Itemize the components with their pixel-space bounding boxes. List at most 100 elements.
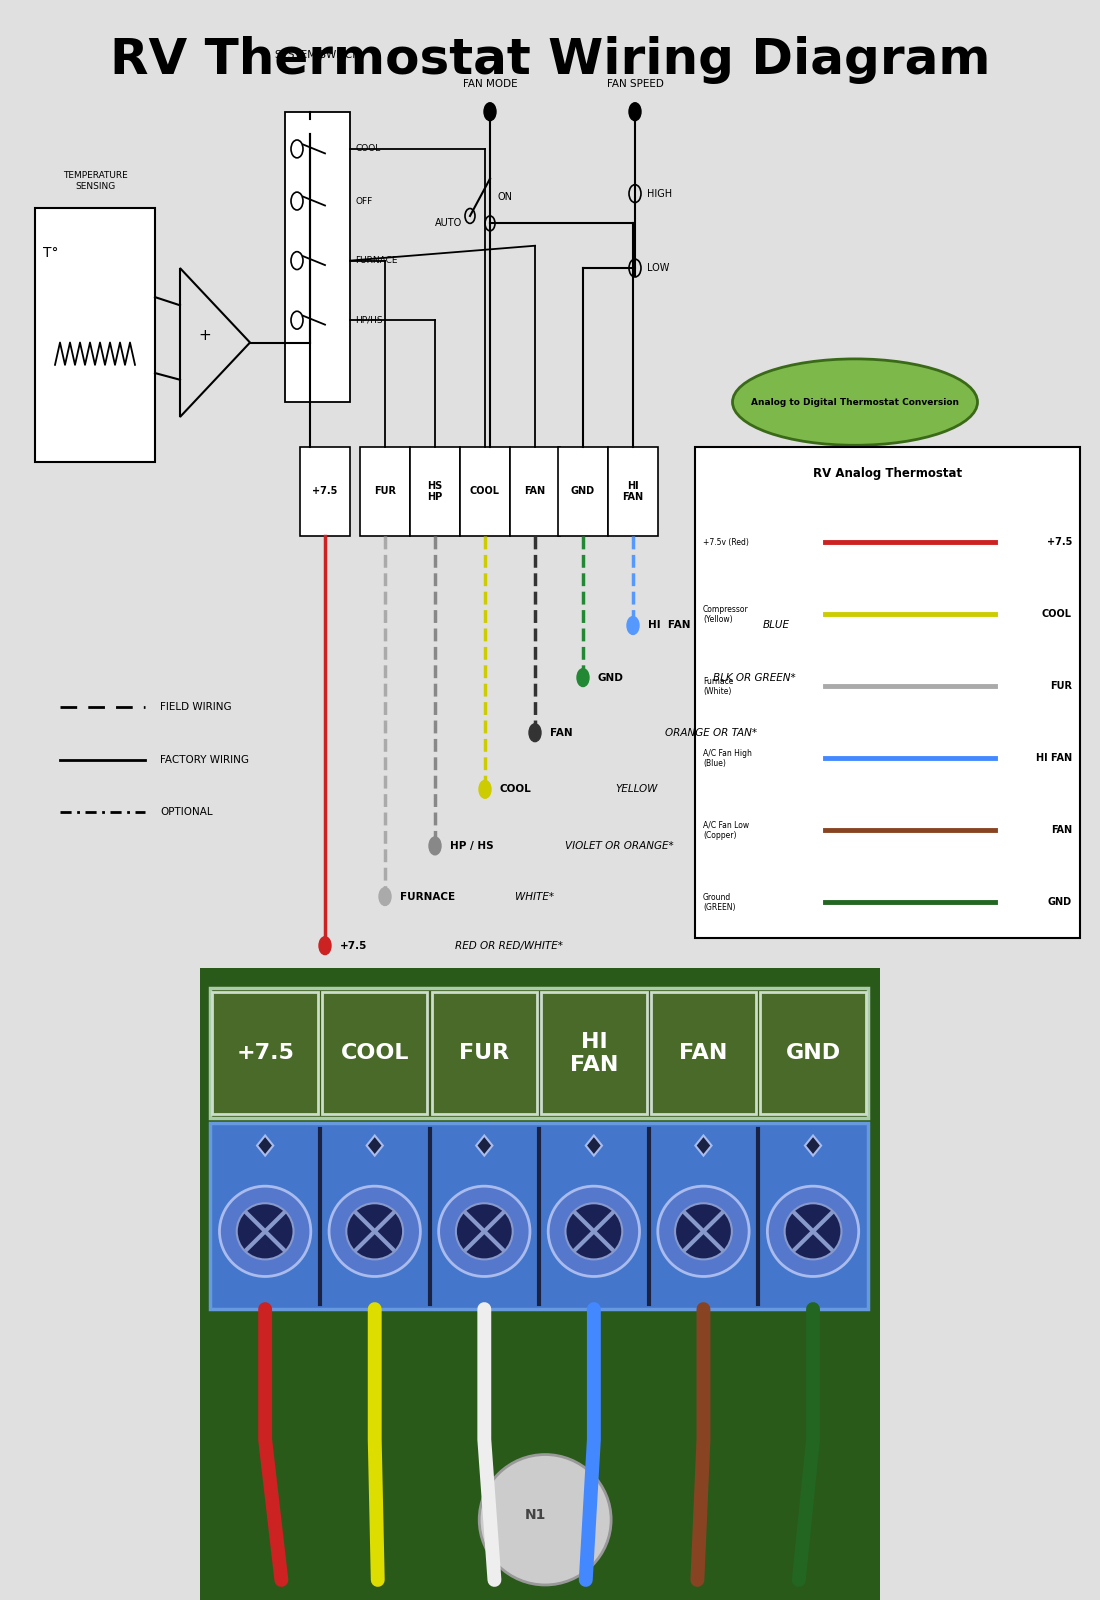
- Text: N1: N1: [525, 1507, 546, 1522]
- Bar: [695, 446, 1080, 938]
- Bar: [651, 992, 756, 1115]
- Bar: [410, 446, 460, 536]
- Circle shape: [675, 1203, 732, 1259]
- Text: WHITE*: WHITE*: [515, 891, 554, 901]
- Polygon shape: [805, 1136, 822, 1155]
- Text: T°: T°: [43, 246, 58, 261]
- Text: HP/HS: HP/HS: [355, 315, 383, 325]
- Circle shape: [236, 1203, 294, 1259]
- Text: HIGH: HIGH: [647, 189, 672, 198]
- Circle shape: [578, 669, 588, 686]
- Circle shape: [658, 1186, 749, 1277]
- Text: LOW: LOW: [647, 262, 670, 274]
- Text: HP / HS: HP / HS: [450, 842, 494, 851]
- Circle shape: [768, 1186, 859, 1277]
- Circle shape: [480, 1454, 612, 1586]
- Text: FAN MODE: FAN MODE: [463, 80, 517, 90]
- Text: Compressor
(Yellow): Compressor (Yellow): [703, 605, 749, 624]
- Text: FURNACE: FURNACE: [400, 891, 455, 901]
- Text: Analog to Digital Thermostat Conversion: Analog to Digital Thermostat Conversion: [751, 397, 959, 406]
- Text: HI
FAN: HI FAN: [623, 480, 643, 502]
- Text: AUTO: AUTO: [434, 218, 462, 229]
- Circle shape: [429, 837, 441, 854]
- Text: FUR: FUR: [374, 486, 396, 496]
- Text: COOL: COOL: [355, 144, 381, 154]
- Bar: [210, 1123, 868, 1309]
- Text: COOL: COOL: [1042, 610, 1072, 619]
- Polygon shape: [476, 1136, 493, 1155]
- Circle shape: [529, 723, 541, 742]
- Text: ON: ON: [498, 192, 513, 202]
- Text: FIELD WIRING: FIELD WIRING: [160, 702, 232, 712]
- Circle shape: [565, 1203, 623, 1259]
- Ellipse shape: [733, 358, 978, 445]
- Text: COOL: COOL: [341, 1043, 409, 1064]
- Circle shape: [784, 1203, 842, 1259]
- Polygon shape: [366, 1136, 383, 1155]
- Text: Furnace
(White): Furnace (White): [703, 677, 734, 696]
- Text: FAN: FAN: [1050, 826, 1072, 835]
- Text: FUR: FUR: [459, 1043, 509, 1064]
- Text: FACTORY WIRING: FACTORY WIRING: [160, 755, 249, 765]
- Text: OPTIONAL: OPTIONAL: [160, 806, 212, 816]
- Bar: [558, 446, 608, 536]
- Text: +: +: [199, 328, 211, 342]
- Text: OFF: OFF: [355, 197, 372, 205]
- Bar: [210, 989, 868, 1118]
- Text: GND: GND: [1048, 898, 1072, 907]
- Bar: [510, 446, 560, 536]
- Bar: [360, 446, 410, 536]
- Circle shape: [319, 936, 331, 955]
- Text: SYSTEM SWITCH: SYSTEM SWITCH: [275, 50, 360, 59]
- Text: TEMPERATURE
SENSING: TEMPERATURE SENSING: [63, 171, 128, 190]
- Text: +7.5: +7.5: [312, 486, 338, 496]
- Circle shape: [346, 1203, 403, 1259]
- Bar: [300, 446, 350, 536]
- Text: FUR: FUR: [1050, 682, 1072, 691]
- Text: FURNACE: FURNACE: [355, 256, 397, 266]
- Circle shape: [329, 1186, 420, 1277]
- Bar: [541, 992, 647, 1115]
- Text: A/C Fan Low
(Copper): A/C Fan Low (Copper): [703, 821, 749, 840]
- Text: GND: GND: [598, 672, 624, 683]
- Polygon shape: [257, 1136, 273, 1155]
- Bar: [460, 446, 510, 536]
- Text: RV Analog Thermostat: RV Analog Thermostat: [813, 467, 962, 480]
- Text: VIOLET OR ORANGE*: VIOLET OR ORANGE*: [565, 842, 673, 851]
- Circle shape: [220, 1186, 311, 1277]
- Polygon shape: [695, 1136, 712, 1155]
- Text: COOL: COOL: [500, 784, 531, 794]
- Circle shape: [484, 102, 496, 120]
- Circle shape: [629, 102, 641, 120]
- Circle shape: [627, 616, 639, 635]
- Circle shape: [548, 1186, 639, 1277]
- Text: BLK OR GREEN*: BLK OR GREEN*: [713, 672, 795, 683]
- Bar: [608, 446, 658, 536]
- Bar: [35, 208, 155, 462]
- Text: RV Thermostat Wiring Diagram: RV Thermostat Wiring Diagram: [110, 35, 990, 83]
- Text: +7.5v (Red): +7.5v (Red): [703, 538, 749, 547]
- Text: +7.5: +7.5: [236, 1043, 294, 1064]
- Text: FAN SPEED: FAN SPEED: [606, 80, 663, 90]
- Text: YELLOW: YELLOW: [615, 784, 658, 794]
- Bar: [285, 112, 350, 402]
- Bar: [322, 992, 428, 1115]
- Text: A/C Fan High
(Blue): A/C Fan High (Blue): [703, 749, 752, 768]
- Text: +7.5: +7.5: [340, 941, 367, 950]
- Text: Ground
(GREEN): Ground (GREEN): [703, 893, 736, 912]
- Text: FAN: FAN: [525, 486, 546, 496]
- Bar: [760, 992, 866, 1115]
- Circle shape: [455, 1203, 513, 1259]
- Text: HI FAN: HI FAN: [1036, 754, 1072, 763]
- Polygon shape: [586, 1136, 602, 1155]
- Text: GND: GND: [785, 1043, 840, 1064]
- Text: COOL: COOL: [470, 486, 500, 496]
- Text: BLUE: BLUE: [763, 621, 790, 630]
- Text: ORANGE OR TAN*: ORANGE OR TAN*: [666, 728, 757, 738]
- Text: HI  FAN: HI FAN: [648, 621, 691, 630]
- Bar: [431, 992, 537, 1115]
- Text: +7.5: +7.5: [1046, 538, 1072, 547]
- Bar: [212, 992, 318, 1115]
- Circle shape: [379, 888, 390, 906]
- Text: GND: GND: [571, 486, 595, 496]
